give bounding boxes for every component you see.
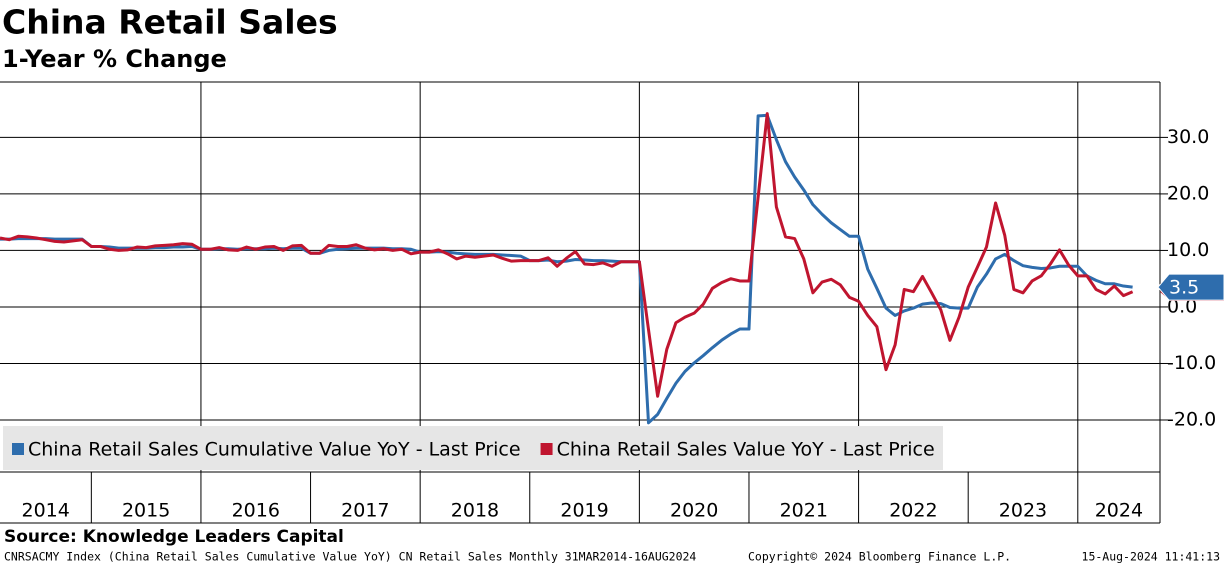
chart-title: China Retail Sales xyxy=(2,3,338,42)
chart-subtitle: 1-Year % Change xyxy=(2,45,227,73)
legend: China Retail Sales Cumulative Value YoY … xyxy=(3,426,943,470)
legend-swatch xyxy=(12,443,24,455)
y-tick-label: -20.0 xyxy=(1167,409,1216,431)
legend-label: China Retail Sales Cumulative Value YoY … xyxy=(28,439,521,461)
source: Source: Knowledge Leaders Capital xyxy=(4,527,344,547)
plot-lines: 3.5 xyxy=(0,112,1224,425)
copyright: Copyright© 2024 Bloomberg Finance L.P. xyxy=(748,550,1011,564)
x-tick-label: 2014 xyxy=(21,500,69,522)
series-line xyxy=(0,113,1133,425)
footnote: CNRSACMY Index (China Retail Sales Cumul… xyxy=(4,550,696,564)
y-tick-label: 0.0 xyxy=(1167,295,1197,317)
legend-label: China Retail Sales Value YoY - Last Pric… xyxy=(557,439,935,461)
x-tick-label: 2021 xyxy=(780,500,828,522)
grid: -20.0 -10.0 0.0 10.0 20.0 30.0 2014 2015 2016 201… xyxy=(0,81,1216,524)
timestamp: 15-Aug-2024 11:41:13 xyxy=(1082,550,1221,564)
y-tick-label: 20.0 xyxy=(1167,182,1209,204)
series-line xyxy=(0,112,1134,398)
x-tick-label: 2017 xyxy=(341,500,389,522)
x-tick-label: 2016 xyxy=(232,500,280,522)
y-tick-label: 30.0 xyxy=(1167,126,1209,148)
x-tick-label: 2022 xyxy=(889,500,937,522)
x-tick-label: 2015 xyxy=(122,500,170,522)
legend-swatch xyxy=(540,443,553,455)
y-tick-label: -10.0 xyxy=(1167,352,1216,374)
last-price-tag xyxy=(1157,273,1224,301)
last-price-label: 3.5 xyxy=(1169,277,1199,299)
y-tick-label: 10.0 xyxy=(1167,239,1209,261)
x-tick-label: 2019 xyxy=(560,500,608,522)
legend-box xyxy=(3,426,943,470)
x-tick-label: 2023 xyxy=(999,500,1047,522)
x-tick-label: 2024 xyxy=(1095,500,1143,522)
x-tick-label: 2018 xyxy=(451,500,499,522)
x-tick-label: 2020 xyxy=(670,500,718,522)
